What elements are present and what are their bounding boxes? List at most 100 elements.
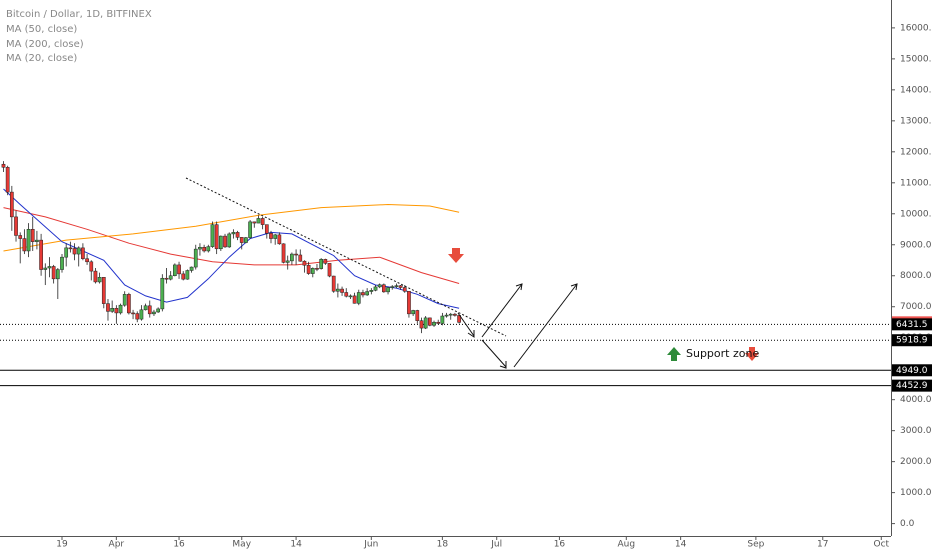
candle-body — [127, 294, 131, 314]
legend-title: Bitcoin / Dollar, 1D, BITFINEX — [6, 9, 152, 20]
candle-body — [156, 308, 160, 313]
x-tick-label: May — [232, 540, 251, 550]
candle-body — [181, 273, 186, 280]
candle-body — [143, 305, 148, 311]
candle-body — [39, 239, 43, 270]
y-tick-label: 16000.0 — [900, 23, 932, 33]
candle-body — [415, 310, 420, 321]
candle-body — [269, 233, 273, 239]
arrow-head — [570, 283, 578, 291]
x-tick-label: 14 — [290, 540, 302, 550]
price-tag — [892, 334, 932, 347]
candle-body — [26, 229, 31, 252]
x-tick-label: Apr — [109, 540, 125, 550]
candle-body — [193, 248, 198, 268]
candle-body — [327, 263, 332, 277]
candle-body — [319, 259, 324, 269]
candle-body — [131, 312, 135, 315]
candle-body — [214, 224, 219, 250]
x-tick-label: 19 — [56, 540, 68, 550]
candle-body — [369, 290, 374, 292]
down-arrow-icon — [745, 347, 759, 361]
candle-body — [273, 234, 278, 239]
candle-body — [440, 315, 445, 324]
arrow-head — [515, 283, 523, 291]
candle-body — [210, 224, 215, 247]
candle-body — [202, 246, 206, 252]
candle-body — [198, 246, 202, 250]
candle-body — [164, 277, 169, 280]
x-tick-label: 14 — [675, 540, 687, 550]
candle-body — [223, 235, 227, 248]
candle-body — [348, 295, 353, 298]
down-arrow-icon — [448, 248, 464, 263]
up-arrow-icon — [667, 347, 681, 361]
candle-body — [315, 268, 319, 270]
candle-body — [118, 304, 123, 314]
projection-arrow — [481, 283, 523, 338]
candle-body — [177, 264, 181, 275]
candle-body — [189, 266, 194, 271]
y-tick-label: 12000.0 — [900, 147, 932, 157]
candle-body — [185, 270, 190, 280]
candle-body — [361, 292, 365, 296]
candle-body — [101, 277, 106, 304]
candle-body — [373, 286, 378, 291]
candle-body — [81, 247, 85, 259]
price-tag — [892, 318, 932, 331]
candle-body — [407, 290, 411, 315]
price-tag — [892, 379, 932, 392]
candle-body — [110, 308, 115, 312]
price-tag-label: 6431.5 — [896, 320, 928, 330]
y-tick-label: 14000.0 — [900, 85, 932, 95]
candle-body — [402, 287, 407, 292]
candle-body — [18, 235, 23, 239]
x-tick-label: Jul — [490, 540, 502, 550]
candle-body — [427, 317, 432, 326]
legend-entry: MA (200, close) — [6, 39, 84, 50]
candle-body — [290, 253, 294, 262]
x-tick-label: Jun — [363, 540, 378, 550]
legend-entry: MA (20, close) — [6, 53, 77, 64]
y-tick-label: 1000.0 — [900, 488, 932, 498]
candle-body — [386, 287, 390, 293]
x-tick-label: 16 — [173, 540, 185, 550]
candle-body — [68, 247, 73, 250]
candle-body — [432, 321, 436, 326]
y-tick-label: 10000.0 — [900, 209, 932, 219]
plot-area — [0, 161, 891, 387]
candle-body — [423, 317, 428, 329]
x-tick-label: 18 — [437, 540, 449, 550]
candle-body — [419, 320, 424, 329]
candle-body — [453, 313, 457, 316]
candle-body — [173, 264, 177, 276]
candle-body — [139, 309, 144, 320]
candle-body — [336, 288, 340, 292]
candle-body — [35, 239, 39, 242]
candle-body — [256, 218, 261, 224]
candle-body — [64, 247, 69, 258]
arrow-head — [467, 330, 475, 338]
candle-body — [51, 266, 56, 280]
arrow-head — [499, 361, 507, 369]
y-tick-label: 15000.0 — [900, 54, 932, 64]
candle-body — [47, 266, 52, 269]
candle-body — [331, 275, 336, 292]
candle-body — [22, 238, 27, 252]
candle-body — [218, 235, 223, 250]
candle-body — [365, 291, 369, 296]
candle-body — [106, 303, 110, 312]
candle-body — [93, 270, 98, 283]
y-tick-label: 0.0 — [900, 519, 915, 529]
candle-body — [302, 260, 307, 266]
candle-body — [244, 237, 248, 243]
candle-body — [14, 216, 18, 236]
projection-arrow — [513, 283, 578, 368]
candle-body — [436, 321, 441, 324]
ma-line — [3, 207, 460, 284]
candle-body — [411, 310, 415, 315]
candle-body — [252, 221, 257, 224]
candle-body — [235, 232, 240, 238]
